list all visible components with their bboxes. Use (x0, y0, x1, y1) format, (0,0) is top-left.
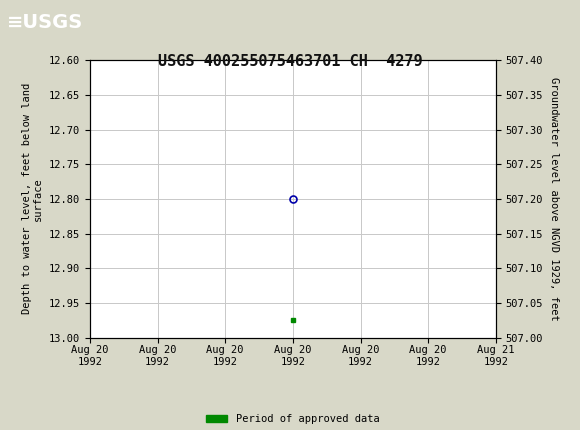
Y-axis label: Groundwater level above NGVD 1929, feet: Groundwater level above NGVD 1929, feet (549, 77, 559, 321)
Text: ≡USGS: ≡USGS (7, 13, 83, 32)
Text: USGS 400255075463701 CH  4279: USGS 400255075463701 CH 4279 (158, 54, 422, 69)
Legend: Period of approved data: Period of approved data (202, 410, 383, 428)
Y-axis label: Depth to water level, feet below land
surface: Depth to water level, feet below land su… (22, 83, 44, 314)
